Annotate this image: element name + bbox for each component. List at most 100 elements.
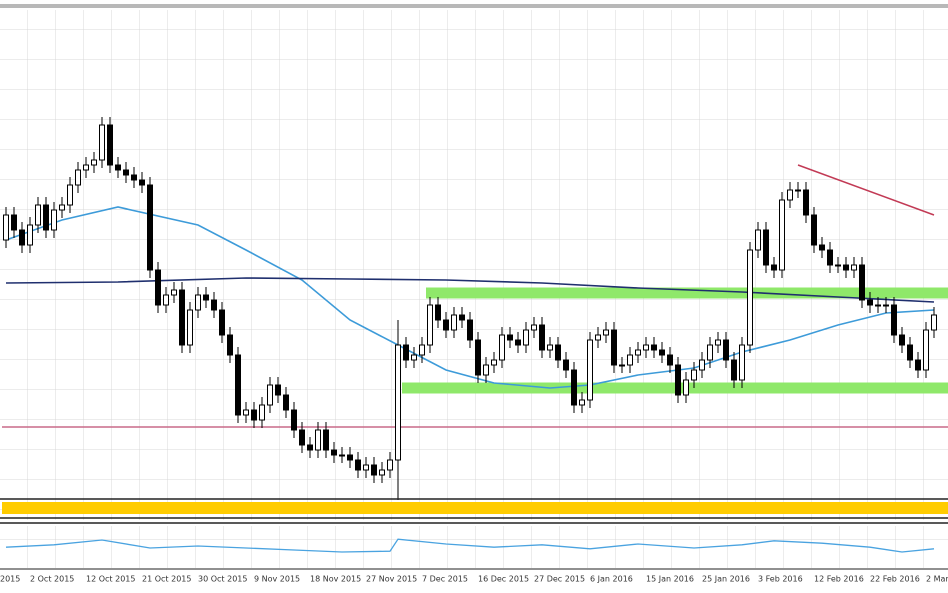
candle-body — [483, 364, 489, 376]
candle-body — [787, 189, 793, 201]
trendline — [797, 164, 935, 216]
candle-body — [867, 299, 873, 306]
x-tick-label: 2 Mar 2016 — [926, 575, 948, 584]
x-tick-label: 12 Feb 2016 — [814, 575, 864, 584]
candle-body — [491, 359, 497, 366]
x-tick-label: 27 Dec 2015 — [534, 575, 585, 584]
candle-body — [299, 429, 305, 446]
candle-body — [683, 379, 689, 396]
candle-body — [3, 214, 9, 241]
candle-body — [627, 354, 633, 366]
candle-body — [779, 199, 785, 271]
candle-body — [923, 329, 929, 371]
candle-body — [827, 249, 833, 266]
candle-body — [851, 264, 857, 271]
candle-body — [739, 344, 745, 381]
x-tick-label: 30 Oct 2015 — [198, 575, 247, 584]
candle-body — [819, 244, 825, 251]
candle-body — [171, 289, 177, 296]
candle-body — [451, 314, 457, 331]
candle-body — [187, 309, 193, 346]
candle-body — [203, 294, 209, 301]
candle-body — [99, 124, 105, 161]
candle-body — [307, 444, 313, 451]
x-tick-label: 22 Feb 2016 — [870, 575, 920, 584]
candle-body — [27, 224, 33, 246]
candle-body — [163, 294, 169, 306]
candle-body — [531, 324, 537, 331]
candle-body — [251, 409, 257, 421]
x-tick-label: 25 Jan 2016 — [702, 575, 750, 584]
candle-body — [67, 184, 73, 206]
candle-body — [411, 354, 417, 361]
candle-body — [227, 334, 233, 356]
candle-body — [427, 304, 433, 346]
candle-body — [347, 454, 353, 461]
candle-body — [547, 344, 553, 351]
candle-body — [51, 209, 57, 231]
candle-body — [539, 324, 545, 351]
candle-body — [875, 304, 881, 307]
candle-body — [179, 289, 185, 346]
candle-body — [123, 169, 129, 176]
x-tick-label: 2 Oct 2015 — [30, 575, 74, 584]
candle-body — [915, 359, 921, 371]
candle-body — [691, 369, 697, 381]
plot — [2, 117, 948, 514]
candle-body — [363, 464, 369, 471]
candle-body — [771, 264, 777, 271]
candle-body — [755, 229, 761, 251]
candle-body — [315, 429, 321, 451]
x-tick-label: 12 Oct 2015 — [86, 575, 135, 584]
candle-body — [675, 364, 681, 396]
candle-body — [723, 339, 729, 361]
candle-body — [843, 264, 849, 271]
candle-body — [619, 364, 625, 367]
candle-body — [515, 339, 521, 346]
candle-body — [667, 354, 673, 366]
candle-body — [403, 344, 409, 361]
candle-body — [699, 359, 705, 371]
x-tick-label: 21 Oct 2015 — [142, 575, 191, 584]
candle-body — [563, 359, 569, 371]
candle-body — [891, 304, 897, 336]
ma-line — [5, 277, 935, 303]
candle-body — [587, 339, 593, 401]
candle-body — [443, 319, 449, 331]
candle-body — [883, 304, 889, 307]
candle-body — [195, 294, 201, 311]
candle-body — [91, 159, 97, 166]
candle-body — [419, 344, 425, 356]
candle-body — [507, 334, 513, 341]
candle-body — [859, 264, 865, 301]
candle-body — [275, 384, 281, 396]
candle-body — [339, 454, 345, 457]
candle-body — [379, 469, 385, 476]
x-tick-label: 27 Nov 2015 — [366, 575, 417, 584]
x-tick-label: 15 Jan 2016 — [646, 575, 694, 584]
candle-body — [459, 314, 465, 321]
candle-body — [35, 204, 41, 226]
candle-body — [11, 214, 17, 231]
candle-body — [603, 329, 609, 336]
candle-body — [907, 344, 913, 361]
candle-body — [155, 269, 161, 306]
candle-body — [659, 349, 665, 356]
candle-body — [803, 189, 809, 216]
candle-body — [643, 344, 649, 351]
candle-body — [59, 204, 65, 211]
candle-body — [259, 404, 265, 421]
x-tick-label: 3 Feb 2016 — [758, 575, 803, 584]
candle-body — [131, 174, 137, 181]
candle-body — [555, 344, 561, 361]
candle-body — [747, 249, 753, 346]
indicator-line — [5, 538, 935, 553]
candle-body — [371, 464, 377, 476]
candle-body — [523, 329, 529, 346]
candle-body — [811, 214, 817, 246]
candle-body — [435, 304, 441, 321]
candle-body — [323, 429, 329, 451]
candle-body — [387, 459, 393, 471]
candle-body — [395, 344, 401, 461]
